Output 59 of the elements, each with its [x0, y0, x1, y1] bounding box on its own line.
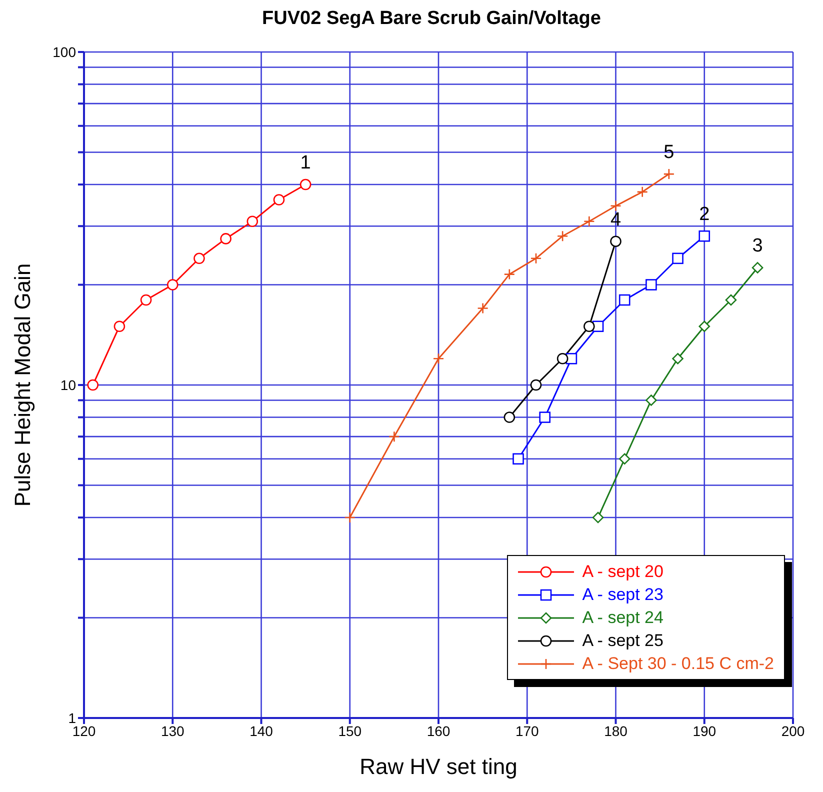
legend-label: A - sept 20: [582, 562, 664, 582]
annotation: 1: [300, 152, 311, 174]
x-tick-label: 130: [160, 722, 185, 739]
point: [672, 352, 684, 364]
chart-title: FUV02 SegA Bare Scrub Gain/Voltage: [261, 8, 602, 31]
point: [504, 412, 516, 423]
point: [194, 252, 205, 264]
legend-label: A - Sept 30 - 0.15 C cm-2: [582, 654, 774, 674]
y-axis-title: Pulse Height Modal Gain: [10, 263, 35, 507]
point: [114, 320, 126, 332]
legend-label: A - sept 23: [582, 584, 664, 604]
x-tick-label: 140: [250, 722, 274, 739]
point: [556, 230, 568, 242]
point: [140, 294, 152, 306]
point: [300, 178, 312, 190]
point: [432, 352, 444, 364]
point: [246, 216, 258, 228]
x-tick-label: 190: [692, 722, 716, 739]
point: [725, 294, 737, 306]
point: [344, 512, 356, 524]
point: [592, 512, 604, 524]
legend-label: A - sept 24: [582, 608, 664, 628]
point: [220, 233, 232, 244]
x-tick-label: 180: [604, 722, 628, 739]
point: [584, 216, 595, 228]
point: [504, 268, 516, 280]
point: [618, 453, 630, 465]
point: [166, 279, 178, 290]
point: [698, 230, 710, 242]
point: [477, 302, 488, 314]
x-tick-label: 170: [515, 722, 540, 739]
x-tick-label: 200: [781, 722, 805, 739]
point: [556, 352, 568, 364]
point: [663, 168, 675, 180]
annotation: 3: [752, 236, 763, 257]
point: [646, 394, 657, 406]
point: [636, 186, 648, 198]
x-tick-label: 150: [338, 722, 362, 739]
point: [388, 430, 400, 442]
x-tick-label: 160: [426, 722, 450, 739]
point: [566, 352, 578, 364]
point: [610, 200, 622, 212]
point: [672, 252, 684, 264]
point: [698, 320, 710, 332]
y-tick-label: 100: [52, 44, 76, 60]
point: [539, 412, 550, 423]
point: [584, 320, 595, 332]
point: [610, 236, 622, 248]
point: [87, 379, 99, 391]
y-tick-label: 10: [60, 376, 76, 393]
point: [512, 453, 524, 465]
point: [530, 252, 542, 264]
point: [752, 262, 764, 274]
point: [646, 279, 657, 290]
legend-label: A - sept 25: [582, 630, 664, 650]
point: [273, 194, 285, 206]
x-axis-title: Raw HV set ting: [360, 754, 518, 779]
point: [530, 379, 542, 391]
point: [618, 294, 630, 306]
